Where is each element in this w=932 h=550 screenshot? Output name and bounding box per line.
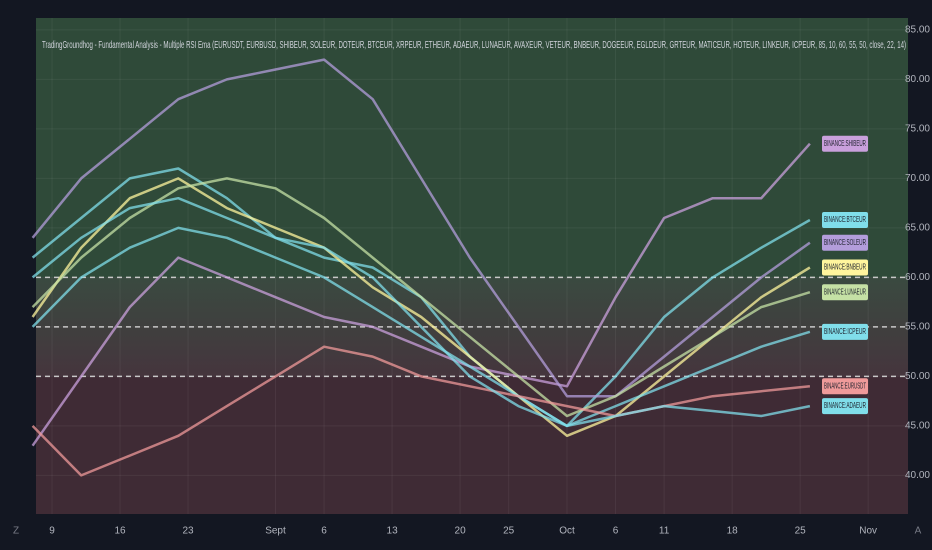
legend-label: BINANCE:EURUSDT — [824, 381, 866, 390]
series-line — [31, 177, 811, 418]
y-tick-label: 75.00 — [905, 124, 930, 135]
legend-label: BINANCE:LUNAEUR — [824, 287, 866, 296]
x-tick-label: 6 — [321, 526, 327, 537]
x-tick-label: 23 — [182, 526, 194, 537]
series-line — [31, 58, 811, 398]
x-tick-label: 9 — [49, 526, 55, 537]
y-tick-label: 60.00 — [905, 272, 930, 283]
legend-tag — [822, 211, 868, 228]
legend-tag — [822, 378, 868, 395]
auto-scale-button[interactable]: A — [915, 526, 922, 537]
y-tick-label: 70.00 — [905, 173, 930, 184]
y-tick-label: 40.00 — [905, 470, 930, 481]
x-tick-label: Nov — [859, 526, 877, 537]
plot-area: BINANCE:SHIBEUR BINANCE:BTCEUR BINANCE:SOL… — [31, 18, 908, 514]
chart-title: TradingGroundhog - Fundamental Analysis … — [42, 39, 906, 51]
legend-label: BINANCE:ADAEUR — [824, 401, 866, 410]
legend-label: BINANCE:BNBEUR — [824, 263, 866, 272]
legend-label: BINANCE:BTCEUR — [824, 215, 866, 224]
y-tick-label: 55.00 — [905, 322, 930, 333]
x-tick-label: Oct — [559, 526, 575, 537]
series-line — [31, 345, 811, 477]
series-line — [31, 142, 811, 447]
x-tick-label: 6 — [613, 526, 619, 537]
lower-zone — [36, 376, 908, 514]
upper-zone — [36, 18, 908, 278]
x-tick-label: 13 — [387, 526, 399, 537]
legend-tag — [822, 135, 868, 152]
x-tick-label: Sept — [265, 526, 286, 537]
toolbar — [0, 0, 932, 18]
legend-tag — [822, 398, 868, 415]
series-line — [31, 196, 811, 428]
x-tick-label: 18 — [727, 526, 739, 537]
legend-label: BINANCE:ICPEUR — [824, 327, 866, 336]
legend-tag — [822, 323, 868, 340]
x-tick-label: 20 — [455, 526, 467, 537]
x-tick-label: 25 — [503, 526, 515, 537]
series-line — [31, 177, 811, 438]
legend-label: BINANCE:SOLEUR — [824, 238, 866, 247]
scale-button[interactable]: Z — [13, 526, 19, 537]
y-tick-label: 50.00 — [905, 371, 930, 382]
x-tick-label: 25 — [795, 526, 807, 537]
legend-tag — [822, 259, 868, 276]
y-tick-label: 45.00 — [905, 421, 930, 432]
legend-tag — [822, 284, 868, 301]
x-tick-label: 11 — [659, 526, 670, 537]
y-tick-label: 80.00 — [905, 74, 930, 85]
x-tick-label: 16 — [114, 526, 126, 537]
y-tick-label: 65.00 — [905, 223, 930, 234]
series-line — [31, 226, 811, 428]
y-tick-label: 85.00 — [905, 25, 930, 36]
legend-tag — [822, 234, 868, 251]
legend-label: BINANCE:SHIBEUR — [824, 139, 866, 148]
